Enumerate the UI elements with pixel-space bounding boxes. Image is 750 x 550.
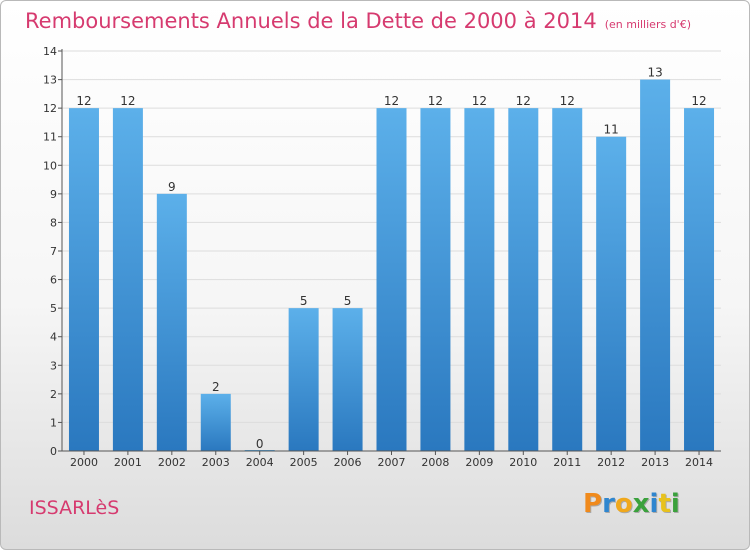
logo-letter: r <box>602 489 615 519</box>
y-tick-label: 7 <box>50 245 57 258</box>
bar-2006 <box>332 308 363 451</box>
axes <box>58 49 721 455</box>
y-tick-label: 1 <box>50 416 57 429</box>
y-tick-label: 0 <box>50 445 57 458</box>
value-label: 5 <box>300 294 308 308</box>
x-tick-label: 2009 <box>465 456 493 469</box>
x-tick-label: 2002 <box>158 456 186 469</box>
x-tick-label: 2014 <box>685 456 713 469</box>
value-label: 9 <box>168 180 176 194</box>
x-tick-labels: 2000 2001 2002 2003 2004 2005 2006 2007 2008 2009… <box>70 456 713 469</box>
x-tick-label: 2010 <box>509 456 537 469</box>
y-tick-label: 2 <box>50 388 57 401</box>
bars <box>68 79 715 452</box>
bar-2010 <box>508 108 539 452</box>
logo-letter: P <box>583 489 603 519</box>
x-tick-label: 2007 <box>378 456 406 469</box>
bar-2003 <box>200 393 231 451</box>
value-label: 0 <box>256 437 264 451</box>
bar-2008 <box>420 108 451 452</box>
y-tick-label: 13 <box>43 74 57 87</box>
y-tick-label: 11 <box>43 131 57 144</box>
logo-letter: i <box>649 489 659 519</box>
x-tick-label: 2008 <box>421 456 449 469</box>
value-label: 2 <box>212 380 220 394</box>
x-tick-label: 2005 <box>290 456 318 469</box>
logo-letter: t <box>658 489 671 519</box>
value-label: 13 <box>647 66 662 80</box>
x-tick-label: 2003 <box>202 456 230 469</box>
logo-letter: o <box>614 489 633 519</box>
bar-2011 <box>552 108 583 452</box>
y-tick-label: 12 <box>43 102 57 115</box>
value-label: 12 <box>560 94 575 108</box>
value-labels: 12 12 9 2 0 5 5 12 12 12 12 12 11 13 12 <box>76 66 706 451</box>
logo-letter: i <box>670 489 680 519</box>
value-label: 12 <box>384 94 399 108</box>
value-label: 5 <box>344 294 352 308</box>
x-tick-label: 2004 <box>246 456 274 469</box>
chart-title-unit: (en milliers d'€) <box>604 18 691 31</box>
value-label: 12 <box>76 94 91 108</box>
x-tick-label: 2001 <box>114 456 142 469</box>
bar-2000 <box>68 108 99 452</box>
chart-title-main: Remboursements Annuels de la Dette de 20… <box>25 9 597 33</box>
value-label: 12 <box>472 94 487 108</box>
y-tick-label: 5 <box>50 302 57 315</box>
x-tick-label: 2006 <box>334 456 362 469</box>
value-label: 12 <box>120 94 135 108</box>
bar-2007 <box>376 108 407 452</box>
place-name: ISSARLèS <box>29 497 120 519</box>
x-tick-label: 2000 <box>70 456 98 469</box>
bar-2014 <box>684 108 715 452</box>
bar-2012 <box>596 136 627 451</box>
bar-2001 <box>112 108 143 452</box>
bar-2009 <box>464 108 495 452</box>
y-tick-label: 6 <box>50 274 57 287</box>
value-label: 12 <box>516 94 531 108</box>
y-tick-label: 3 <box>50 359 57 372</box>
bar-2013 <box>640 79 671 452</box>
y-tick-label: 8 <box>50 216 57 229</box>
value-label: 12 <box>428 94 443 108</box>
value-label: 12 <box>691 94 706 108</box>
y-tick-label: 4 <box>50 331 57 344</box>
value-label: 11 <box>604 123 619 137</box>
x-tick-label: 2012 <box>597 456 625 469</box>
y-tick-label: 14 <box>43 45 57 58</box>
y-tick-label: 9 <box>50 188 57 201</box>
proxiti-logo[interactable]: Proxiti <box>583 489 680 519</box>
bar-2002 <box>156 193 187 451</box>
y-tick-label: 10 <box>43 159 57 172</box>
x-tick-label: 2011 <box>553 456 581 469</box>
chart-title: Remboursements Annuels de la Dette de 20… <box>25 9 691 33</box>
bar-2005 <box>288 308 319 451</box>
x-tick-label: 2013 <box>641 456 669 469</box>
logo-letter: x <box>632 489 650 519</box>
